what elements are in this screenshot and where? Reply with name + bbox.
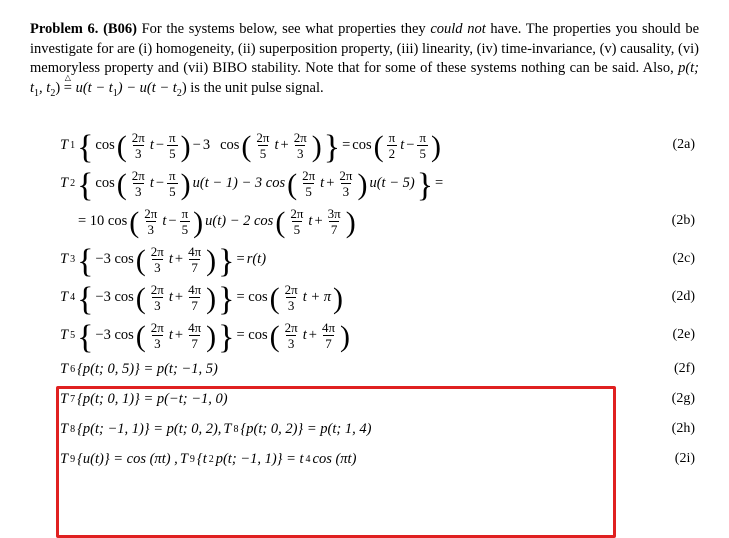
problem-body-1: For the systems below, see what properti… — [142, 21, 431, 37]
equation-block: T1 { cos ( 2π3 t − π5 ) − 3 cos ( 2π5 t … — [60, 128, 699, 472]
equation-2e: T5 { −3 cos ( 2π3 t + 4π7 ) } = cos ( 2π… — [60, 318, 699, 352]
eq-number: (2i) — [675, 451, 699, 467]
eq-number: (2d) — [672, 289, 699, 305]
eq-number: (2f) — [674, 361, 699, 377]
eq-number: (2h) — [672, 421, 699, 437]
equation-2h: T8 {p(t; −1, 1)} = p(t; 0, 2), T8 {p(t; … — [60, 416, 699, 442]
eq-number: (2c) — [672, 251, 699, 267]
equation-2g: T7 {p(t; 0, 1)} = p(−t; −1, 0) (2g) — [60, 386, 699, 412]
defined-as-symbol: △= — [64, 79, 72, 99]
equation-2d: T4 { −3 cos ( 2π3 t + 4π7 ) } = cos ( 2π… — [60, 280, 699, 314]
equation-2f: T6 {p(t; 0, 5)} = p(t; −1, 5) (2f) — [60, 356, 699, 382]
eq-number: (2g) — [672, 391, 699, 407]
eq-number: (2a) — [672, 137, 699, 153]
problem-statement: Problem 6. (B06) For the systems below, … — [30, 20, 699, 100]
equation-2i: T9 {u(t)} = cos (πt) , T9 {t2p(t; −1, 1)… — [60, 446, 699, 472]
equation-2b-line1: T2 { cos ( 2π3 t − π5 ) u(t − 1) − 3 cos… — [60, 166, 699, 200]
problem-body-emph: could not — [430, 21, 485, 37]
eq-number: (2b) — [672, 213, 699, 229]
eq-number: (2e) — [672, 327, 699, 343]
equation-2a: T1 { cos ( 2π3 t − π5 ) − 3 cos ( 2π5 t … — [60, 128, 699, 162]
problem-heading: Problem 6. (B06) — [30, 21, 137, 37]
equation-2b-line2: = 10 cos ( 2π3 t − π5 ) u(t) − 2 cos ( 2… — [60, 204, 699, 238]
problem-body-3: is the unit pulse signal. — [187, 80, 324, 96]
equation-2c: T3 { −3 cos ( 2π3 t + 4π7 ) } = r(t) (2c… — [60, 242, 699, 276]
